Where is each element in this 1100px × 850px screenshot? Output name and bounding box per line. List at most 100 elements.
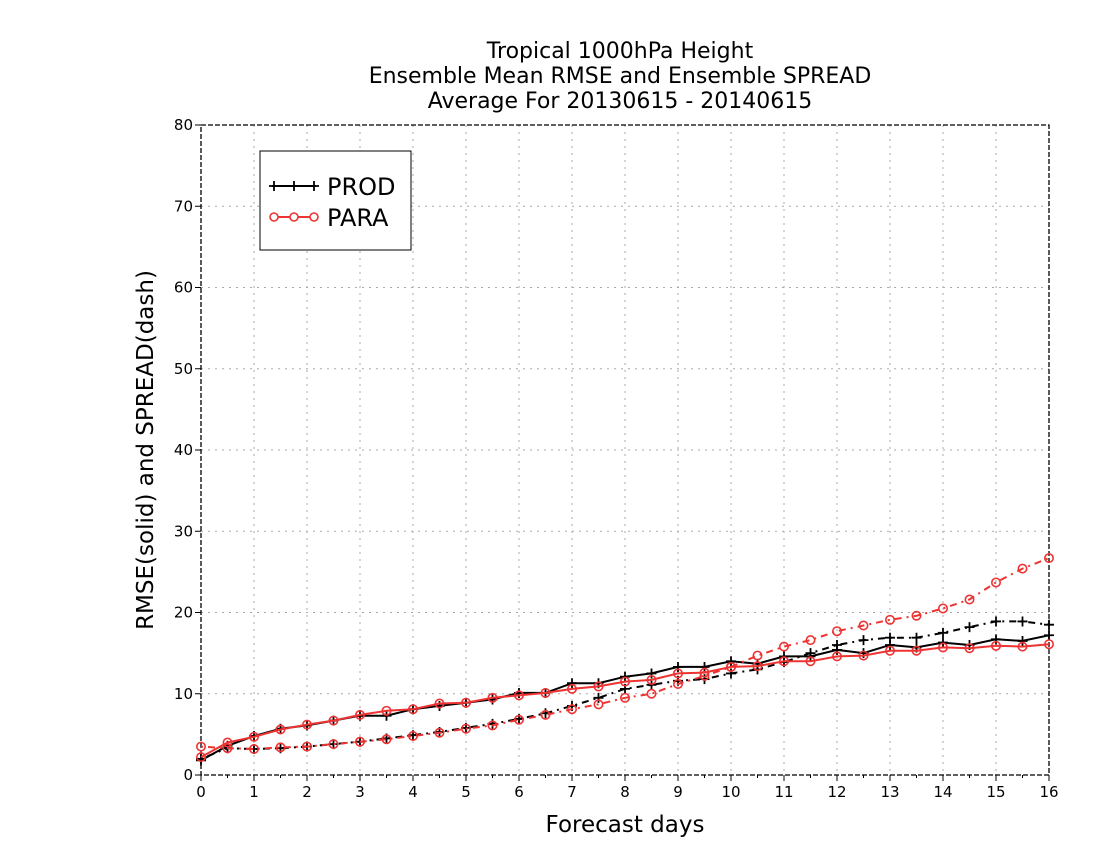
x-tick-label: 8 — [620, 783, 630, 801]
para-rmse-point — [884, 645, 895, 656]
x-tick-label: 4 — [408, 783, 418, 801]
legend-box — [259, 150, 412, 251]
para-spread-point — [619, 692, 630, 703]
legend-marker-prod — [269, 181, 279, 191]
y-tick-label: 80 — [174, 116, 193, 134]
prod-rmse-point — [646, 668, 657, 679]
y-tick-label: 30 — [174, 522, 193, 540]
prod-spread-point — [726, 668, 736, 679]
para-spread-point — [301, 741, 312, 752]
para-rmse-point — [1017, 641, 1028, 652]
chart-title-line-1: Tropical 1000hPa Height — [486, 39, 754, 64]
y-tick-label: 50 — [174, 360, 193, 378]
para-rmse-point — [672, 668, 683, 679]
para-spread-point — [275, 742, 286, 753]
x-tick-label: 7 — [567, 783, 577, 801]
para-rmse-point — [487, 692, 498, 703]
para-spread-point — [249, 743, 260, 754]
para-spread-point — [407, 730, 418, 741]
para-rmse-point — [831, 651, 842, 662]
x-tick-label: 1 — [249, 783, 259, 801]
prod-spread-point — [964, 622, 975, 633]
x-tick-label: 13 — [880, 783, 899, 801]
para-spread-line — [200, 557, 1050, 751]
para-rmse-point — [301, 719, 312, 730]
prod-spread-point — [858, 635, 869, 646]
y-tick-label: 40 — [174, 441, 193, 459]
para-rmse-point — [1044, 639, 1055, 650]
x-tick-label: 5 — [461, 783, 471, 801]
para-spread-point — [937, 603, 948, 614]
para-spread-point — [884, 614, 895, 625]
para-rmse-point — [964, 643, 975, 654]
legend-label-prod: PROD — [327, 173, 396, 201]
legend-marker-para — [289, 212, 299, 222]
para-spread-point — [646, 688, 657, 699]
para-rmse-point — [778, 656, 789, 667]
para-rmse-point — [752, 661, 763, 672]
legend-marker-para — [309, 212, 319, 222]
chart-title-line-2: Ensemble Mean RMSE and Ensemble SPREAD — [369, 64, 872, 89]
x-tick-label: 16 — [1039, 783, 1058, 801]
para-spread-point — [1044, 553, 1055, 564]
y-tick-label: 10 — [174, 685, 193, 703]
para-rmse-point — [407, 704, 418, 715]
prod-spread-point — [593, 692, 604, 703]
prod-rmse-point — [699, 661, 710, 672]
prod-spread-point — [328, 739, 339, 750]
para-spread-point — [752, 650, 763, 661]
para-spread-point — [513, 714, 524, 725]
prod-spread-point — [1017, 616, 1028, 627]
chart-title-line-3: Average For 20130615 - 20140615 — [428, 89, 813, 114]
para-spread-point — [805, 635, 816, 646]
para-spread-point — [354, 736, 365, 747]
prod-spread-point — [885, 632, 895, 643]
para-spread-point — [672, 678, 683, 689]
x-tick-label: 2 — [302, 783, 312, 801]
para-rmse-point — [937, 642, 948, 653]
legend-marker-prod — [289, 181, 299, 191]
para-rmse-point — [434, 698, 445, 709]
x-tick-label: 11 — [774, 783, 793, 801]
para-spread-point — [990, 577, 1001, 588]
para-spread-point — [566, 704, 577, 715]
legend-marker-para — [269, 212, 279, 222]
x-tick-label: 9 — [673, 783, 683, 801]
para-spread-point — [725, 661, 736, 672]
para-spread-point — [699, 670, 710, 681]
x-tick-label: 12 — [827, 783, 846, 801]
y-tick-label: 0 — [183, 766, 193, 784]
legend-marker-prod — [309, 181, 319, 191]
para-spread-point — [858, 620, 869, 631]
para-rmse-point — [275, 724, 286, 735]
para-spread-point — [778, 641, 789, 652]
prod-spread-point — [991, 616, 1001, 627]
para-spread-point — [222, 743, 233, 754]
para-rmse-point — [513, 690, 524, 701]
x-axis-label: Forecast days — [546, 812, 705, 838]
prod-rmse-point — [991, 634, 1001, 645]
prod-spread-point — [832, 640, 842, 650]
y-tick-label: 70 — [174, 197, 193, 215]
legend-label-para: PARA — [327, 204, 389, 232]
para-spread-point — [434, 727, 445, 738]
prod-rmse-point — [726, 656, 736, 667]
para-rmse-point — [593, 681, 604, 692]
prod-rmse-point — [673, 661, 683, 672]
para-rmse-point — [699, 667, 710, 678]
para-rmse-point — [196, 752, 207, 763]
prod-rmse-point — [567, 678, 577, 689]
para-spread-point — [381, 734, 392, 745]
para-rmse-point — [619, 676, 630, 687]
para-spread-point — [460, 723, 471, 734]
para-spread-point — [593, 699, 604, 710]
chart-title: Tropical 1000hPa Height Ensemble Mean RM… — [369, 39, 872, 114]
para-rmse-point — [911, 645, 922, 656]
series-group — [196, 553, 1055, 766]
prod-spread-point — [911, 632, 922, 643]
para-spread-point — [328, 739, 339, 750]
para-spread-point — [831, 626, 842, 637]
para-rmse-point — [540, 687, 551, 698]
prod-rmse-point — [1044, 630, 1054, 641]
